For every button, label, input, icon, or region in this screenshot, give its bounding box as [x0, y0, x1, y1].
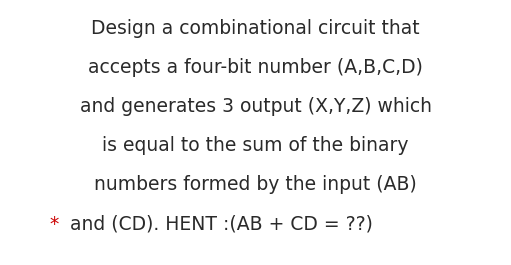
- Text: Design a combinational circuit that: Design a combinational circuit that: [91, 19, 420, 38]
- Text: *: *: [50, 215, 65, 234]
- Text: numbers formed by the input (AB): numbers formed by the input (AB): [94, 175, 417, 195]
- Text: and (CD). HENT :(AB + CD = ??): and (CD). HENT :(AB + CD = ??): [70, 215, 373, 234]
- Text: and generates 3 output (X,Y,Z) which: and generates 3 output (X,Y,Z) which: [80, 97, 431, 116]
- Text: is equal to the sum of the binary: is equal to the sum of the binary: [102, 136, 409, 155]
- Text: accepts a four-bit number (A,B,C,D): accepts a four-bit number (A,B,C,D): [88, 58, 423, 77]
